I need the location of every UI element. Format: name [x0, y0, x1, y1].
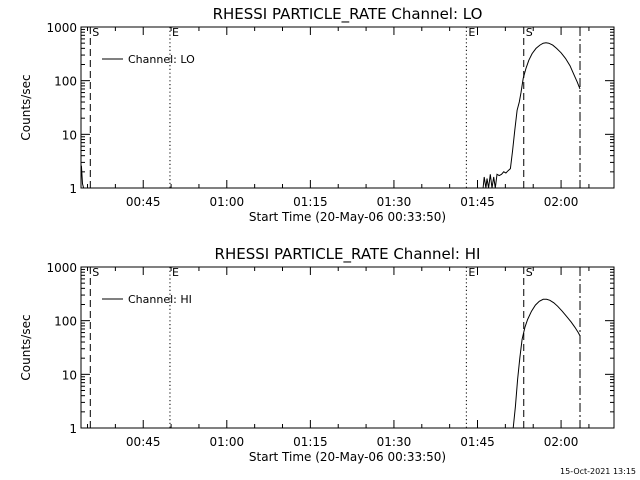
x-tick-label: 01:45	[460, 195, 495, 209]
x-tick-label: 01:45	[460, 435, 495, 449]
x-tick-label: 00:45	[126, 435, 161, 449]
event-marker-label: S	[92, 266, 99, 279]
panel-lo: RHESSI PARTICLE_RATE Channel: LO 00:45 01:…	[19, 5, 615, 224]
y-tick-label: 100	[54, 315, 77, 329]
chart-title: RHESSI PARTICLE_RATE Channel: LO	[213, 5, 483, 24]
y-tick-label: 10	[62, 128, 77, 142]
footer-timestamp: 15-Oct-2021 13:15	[560, 467, 636, 476]
x-tick-label: 01:15	[293, 435, 328, 449]
chart-title: RHESSI PARTICLE_RATE Channel: HI	[215, 245, 481, 264]
plot-frame	[80, 266, 615, 429]
series-line	[482, 42, 581, 189]
y-tick-label: 1000	[46, 21, 77, 35]
event-marker-label: S	[526, 26, 533, 39]
panel-hi: RHESSI PARTICLE_RATE Channel: HI 00:45 01:…	[19, 245, 615, 464]
event-marker-label: E	[172, 266, 179, 279]
y-tick-label: 1000	[46, 261, 77, 275]
y-tick-label: 1	[69, 422, 77, 436]
y-axis-label: Counts/sec	[19, 314, 33, 380]
series-line	[512, 298, 581, 429]
event-marker-label: E	[468, 266, 475, 279]
x-axis-label: Start Time (20-May-06 00:33:50)	[249, 450, 446, 464]
x-tick-label: 01:30	[377, 435, 412, 449]
event-marker-label: S	[92, 26, 99, 39]
x-tick-label: 01:00	[210, 435, 245, 449]
y-tick-label: 100	[54, 75, 77, 89]
y-tick-label: 10	[62, 368, 77, 382]
y-tick-label: 1	[69, 182, 77, 196]
x-tick-label: 02:00	[544, 435, 579, 449]
x-tick-label: 02:00	[544, 195, 579, 209]
x-axis-label: Start Time (20-May-06 00:33:50)	[249, 210, 446, 224]
x-tick-label: 01:00	[210, 195, 245, 209]
event-marker-label: S	[526, 266, 533, 279]
x-tick-label: 01:30	[377, 195, 412, 209]
x-tick-label: 01:15	[293, 195, 328, 209]
legend-label: Channel: LO	[128, 53, 195, 66]
series-line	[80, 165, 85, 189]
legend-label: Channel: HI	[128, 293, 192, 306]
event-marker-label: E	[468, 26, 475, 39]
x-tick-label: 00:45	[126, 195, 161, 209]
y-axis-label: Counts/sec	[19, 74, 33, 140]
plot-frame	[80, 26, 615, 189]
event-marker-label: E	[172, 26, 179, 39]
